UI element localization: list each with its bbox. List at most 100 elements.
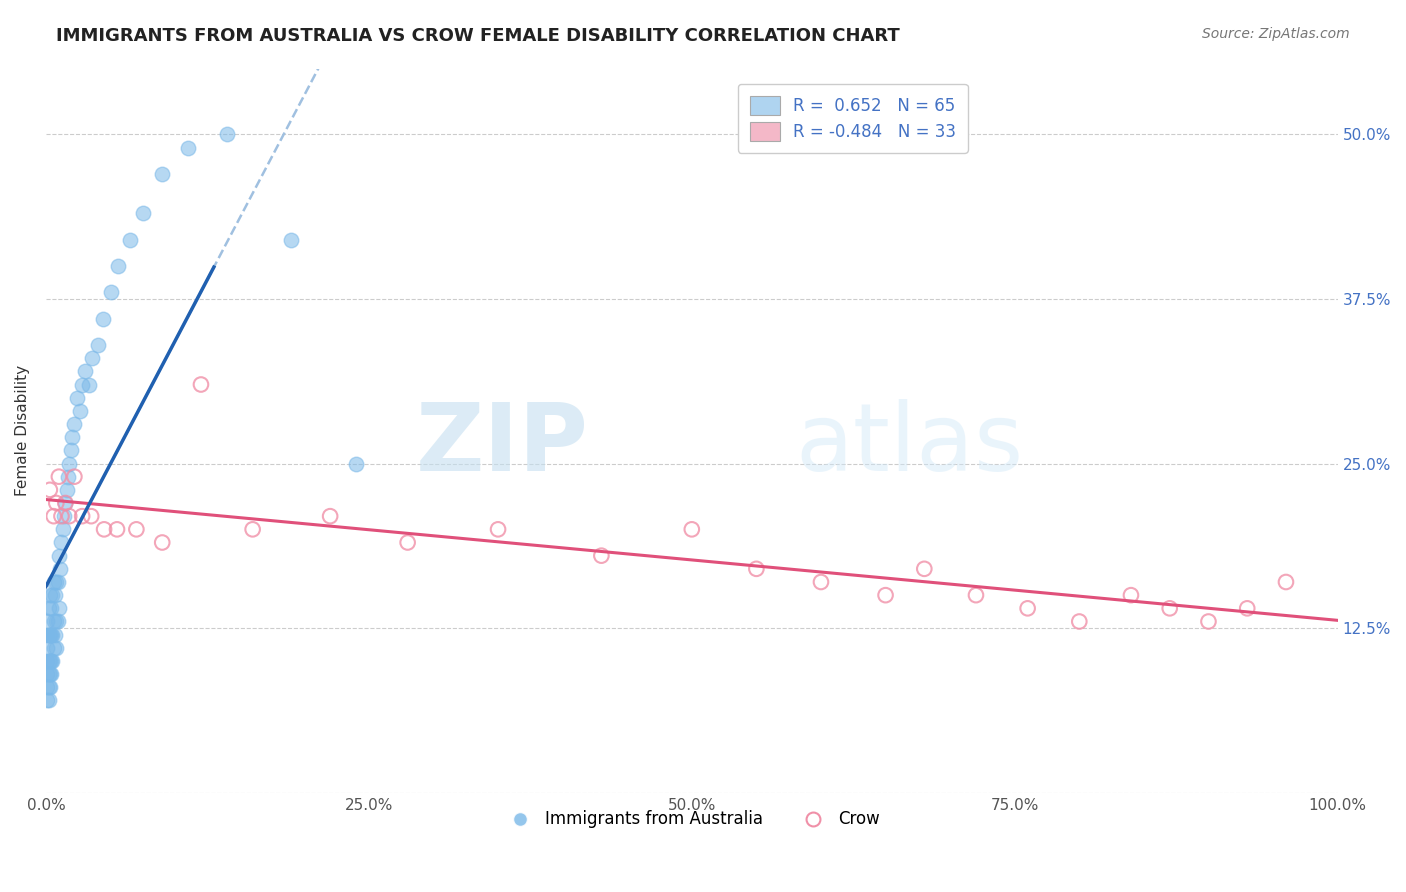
Point (107, 259, 129, 273)
Point (38, 681, 60, 695)
Point (51, 535, 73, 549)
Point (42, 509, 65, 524)
Point (55, 483, 77, 497)
Point (48, 469, 70, 483)
Point (215, 128, 238, 142)
Text: IMMIGRANTS FROM AUSTRALIA VS CROW FEMALE DISABILITY CORRELATION CHART: IMMIGRANTS FROM AUSTRALIA VS CROW FEMALE… (56, 27, 900, 45)
Point (745, 562, 768, 576)
Point (48, 549, 70, 563)
Point (1119, 588, 1142, 602)
Point (60, 430, 83, 444)
Point (51, 509, 73, 524)
Point (242, 522, 264, 536)
Point (39, 628, 62, 642)
Point (344, 457, 367, 471)
Y-axis label: Female Disability: Female Disability (15, 365, 30, 496)
Point (150, 167, 173, 181)
Point (875, 588, 897, 602)
Point (69, 404, 91, 418)
Point (80, 509, 103, 524)
Text: Source: ZipAtlas.com: Source: ZipAtlas.com (1202, 27, 1350, 41)
Point (125, 522, 148, 536)
Point (190, 377, 212, 392)
Point (681, 522, 703, 536)
Point (53, 496, 76, 510)
Point (37, 615, 59, 629)
Point (63, 469, 86, 483)
Point (44, 588, 66, 602)
Point (45, 496, 67, 510)
Point (48, 601, 70, 615)
Point (41, 654, 63, 668)
Point (38, 588, 60, 602)
Point (38, 667, 60, 681)
Point (53, 496, 76, 510)
Point (38, 654, 60, 668)
Legend: Immigrants from Australia, Crow: Immigrants from Australia, Crow (496, 804, 887, 835)
Point (86, 338, 108, 352)
Point (44, 628, 66, 642)
Point (59, 443, 82, 458)
Point (37, 693, 59, 707)
Point (150, 535, 173, 549)
Point (38, 601, 60, 615)
Text: atlas: atlas (796, 399, 1024, 491)
Point (1275, 574, 1298, 589)
Point (77, 377, 100, 392)
Point (37, 681, 59, 695)
Point (38, 667, 60, 681)
Point (38, 654, 60, 668)
Point (280, 233, 302, 247)
Point (42, 574, 65, 589)
Point (810, 574, 832, 589)
Point (38, 483, 60, 497)
Point (70, 509, 93, 524)
Point (41, 588, 63, 602)
Point (912, 562, 935, 576)
Point (42, 640, 65, 655)
Point (38, 693, 60, 707)
Point (37, 628, 59, 642)
Point (965, 588, 987, 602)
Point (37, 667, 59, 681)
Point (46, 574, 69, 589)
Point (41, 628, 63, 642)
Point (319, 509, 342, 524)
Point (93, 522, 115, 536)
Point (73, 364, 96, 378)
Point (39, 601, 62, 615)
Point (37, 640, 59, 655)
Point (46, 615, 69, 629)
Point (118, 233, 141, 247)
Point (105, 522, 128, 536)
Point (66, 391, 89, 405)
Point (1017, 601, 1039, 615)
Point (53, 509, 76, 524)
Point (38, 681, 60, 695)
Point (45, 615, 67, 629)
Point (38, 628, 60, 642)
Point (1159, 601, 1181, 615)
Point (1236, 601, 1258, 615)
Point (396, 535, 419, 549)
Point (132, 206, 155, 220)
Point (45, 640, 67, 655)
Point (82, 351, 104, 366)
Point (42, 615, 65, 629)
Point (39, 654, 62, 668)
Point (58, 457, 80, 471)
Text: ZIP: ZIP (416, 399, 589, 491)
Point (70, 377, 93, 392)
Point (56, 469, 79, 483)
Point (38, 628, 60, 642)
Point (1198, 615, 1220, 629)
Point (63, 417, 86, 431)
Point (486, 522, 509, 536)
Point (591, 549, 613, 563)
Point (1069, 615, 1091, 629)
Point (91, 311, 114, 326)
Point (177, 140, 200, 154)
Point (52, 522, 75, 536)
Point (58, 509, 80, 524)
Point (49, 562, 72, 576)
